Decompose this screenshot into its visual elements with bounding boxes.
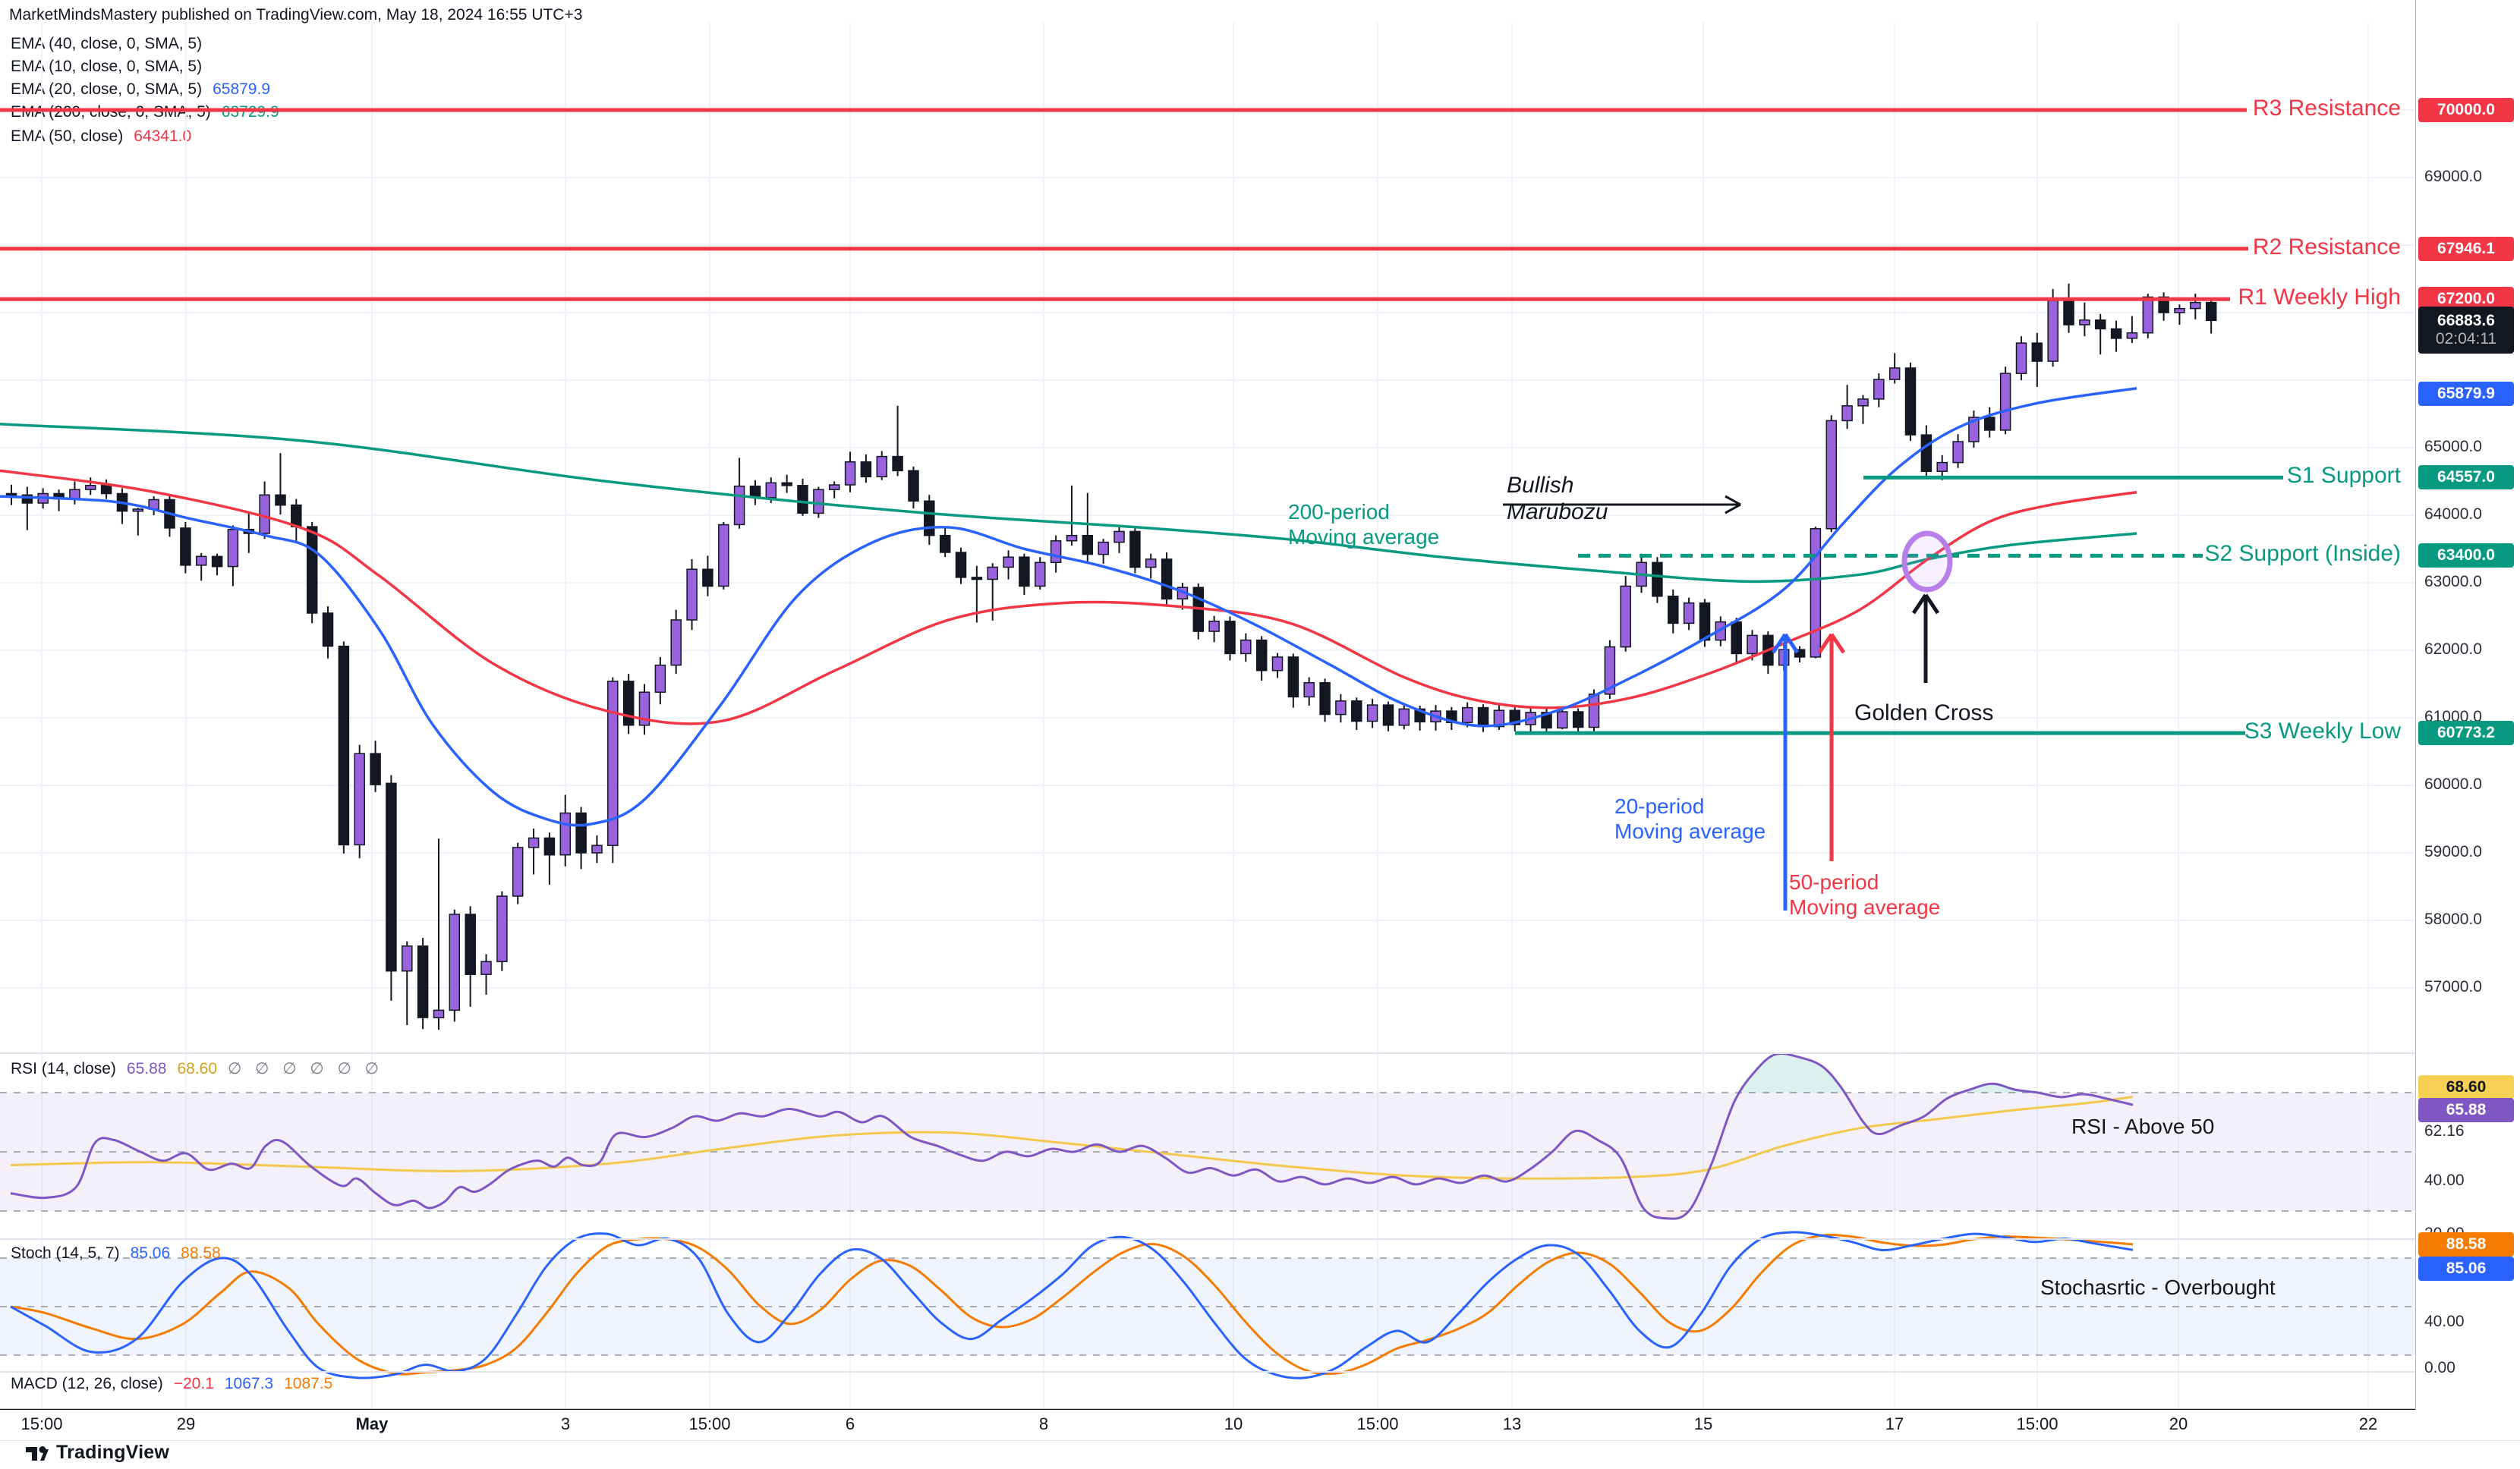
price-chip: 60773.2 (2418, 721, 2514, 745)
indicator-value: 88.58 (181, 1244, 221, 1262)
indicator-value: 85.06 (130, 1244, 171, 1262)
indicator-title: Stoch (14, 5, 7) (11, 1244, 120, 1262)
publish-header: MarketMindsMastery published on TradingV… (9, 6, 583, 24)
indicator-value: 1087.5 (284, 1375, 333, 1392)
time-tick: 29 (176, 1414, 196, 1433)
time-tick: 3 (560, 1414, 571, 1433)
level-label-s2[interactable]: S2 Support (Inside) (2204, 541, 2401, 567)
time-tick: 6 (845, 1414, 855, 1433)
axis-tick: 40.00 (2424, 1172, 2465, 1189)
rsi-legend[interactable]: RSI (14, close) 65.88 68.60 ∅ ∅ ∅ ∅ ∅ ∅ (11, 1059, 383, 1078)
time-tick: 17 (1885, 1414, 1904, 1433)
indicator-value: −20.1 (173, 1375, 214, 1392)
bullish-marubozu-label[interactable]: Bullish Marubozu (1507, 473, 1608, 525)
price-chip: 63400.0 (2418, 543, 2514, 568)
legend-row-title: EMA (10, close, 0, SMA, 5) (11, 58, 203, 75)
price-chip: 65879.9 (2418, 382, 2514, 406)
price-chip: 67946.1 (2418, 237, 2514, 261)
tradingview-logo-icon (26, 1445, 49, 1461)
axis-tick: 69000.0 (2424, 168, 2482, 185)
axis-tick: 0.00 (2424, 1359, 2455, 1376)
legend-row-value: 64341.0 (134, 127, 192, 145)
axis-tick: 63000.0 (2424, 573, 2482, 590)
hidden-plots-icons: ∅ ∅ ∅ ∅ ∅ ∅ (228, 1060, 383, 1077)
price-chip: 65.88 (2418, 1098, 2514, 1122)
axis-tick: 64000.0 (2424, 505, 2482, 523)
time-tick: 15:00 (20, 1414, 63, 1433)
time-tick: May (355, 1414, 389, 1433)
stoch-note[interactable]: Stochasrtic - Overbought (2040, 1276, 2276, 1299)
legend-row-ema[interactable]: EMA (20, close, 0, SMA, 5) 65879.9 (11, 80, 270, 99)
price-chip: 85.06 (2418, 1257, 2514, 1281)
bar-countdown: 02:04:11 (2435, 330, 2497, 348)
price-chip: 88.58 (2418, 1232, 2514, 1257)
axis-tick: 57000.0 (2424, 978, 2482, 996)
time-tick: 15 (1693, 1414, 1713, 1433)
time-tick: 10 (1224, 1414, 1243, 1433)
time-tick: 20 (2169, 1414, 2188, 1433)
indicator-title: MACD (12, 26, close) (11, 1375, 163, 1392)
level-label-r1[interactable]: R1 Weekly High (2238, 285, 2401, 310)
ma200-label[interactable]: 200-period Moving average (1288, 500, 1440, 549)
golden-cross-label[interactable]: Golden Cross (1854, 700, 1994, 725)
stoch-legend[interactable]: Stoch (14, 5, 7) 85.06 88.58 (11, 1244, 221, 1263)
time-tick: 15:00 (688, 1414, 731, 1433)
legend-row-value: 65879.9 (213, 80, 271, 98)
legend-row-title: EMA (50, close) (11, 127, 124, 145)
axis-tick: 62.16 (2424, 1122, 2465, 1140)
indicator-value: 1067.3 (224, 1375, 274, 1392)
time-axis[interactable]: 15:00 29 May 3 15:00 6 8 10 15:00 13 15 17 15:00 20 22 (0, 1410, 2520, 1440)
legend-row-ema[interactable]: EMA (50, close) 64341.0 (11, 127, 191, 146)
axis-tick: 62000.0 (2424, 640, 2482, 658)
legend-row-ema[interactable]: EMA (10, close, 0, SMA, 5) (11, 58, 202, 76)
axis-tick: 40.00 (2424, 1313, 2465, 1330)
price-chip: 68.60 (2418, 1075, 2514, 1099)
price-chip: 64557.0 (2418, 465, 2514, 489)
level-label-r3[interactable]: R3 Resistance (2252, 96, 2401, 121)
axis-tick: 59000.0 (2424, 843, 2482, 860)
legend-row-title: EMA (20, close, 0, SMA, 5) (11, 80, 203, 98)
level-label-s1[interactable]: S1 Support (2286, 463, 2401, 489)
rsi-note[interactable]: RSI - Above 50 (2071, 1115, 2215, 1138)
ma20-label[interactable]: 20-period Moving average (1614, 794, 1766, 844)
macd-legend[interactable]: MACD (12, 26, close) −20.1 1067.3 1087.5 (11, 1375, 332, 1393)
indicator-title: RSI (14, close) (11, 1060, 116, 1077)
axis-tick: 65000.0 (2424, 438, 2482, 455)
time-tick: 22 (2358, 1414, 2378, 1433)
price-axis[interactable]: USD 69000.065000.064000.063000.062000.06… (2416, 0, 2520, 1440)
tradingview-brand: TradingView (56, 1442, 170, 1463)
level-label-r2[interactable]: R2 Resistance (2252, 234, 2401, 260)
footer: TradingView (26, 1442, 169, 1464)
time-tick: 13 (1502, 1414, 1522, 1433)
time-tick: 15:00 (1356, 1414, 1399, 1433)
price-chip: 70000.0 (2418, 98, 2514, 122)
ma50-label[interactable]: 50-period Moving average (1789, 870, 1941, 920)
axis-tick: 58000.0 (2424, 911, 2482, 928)
indicator-value: 68.60 (177, 1060, 218, 1077)
time-tick: 8 (1038, 1414, 1049, 1433)
legend-row-ema[interactable]: EMA (40, close, 0, SMA, 5) (11, 35, 202, 53)
legend-row-title: EMA (40, close, 0, SMA, 5) (11, 35, 203, 52)
current-price-chip: 66883.6 02:04:11 (2418, 307, 2514, 354)
level-label-s3[interactable]: S3 Weekly Low (2244, 719, 2401, 744)
axis-tick: 60000.0 (2424, 775, 2482, 793)
indicator-value: 65.88 (126, 1060, 167, 1077)
time-tick: 15:00 (2016, 1414, 2059, 1433)
last-price: 66883.6 (2437, 312, 2495, 329)
